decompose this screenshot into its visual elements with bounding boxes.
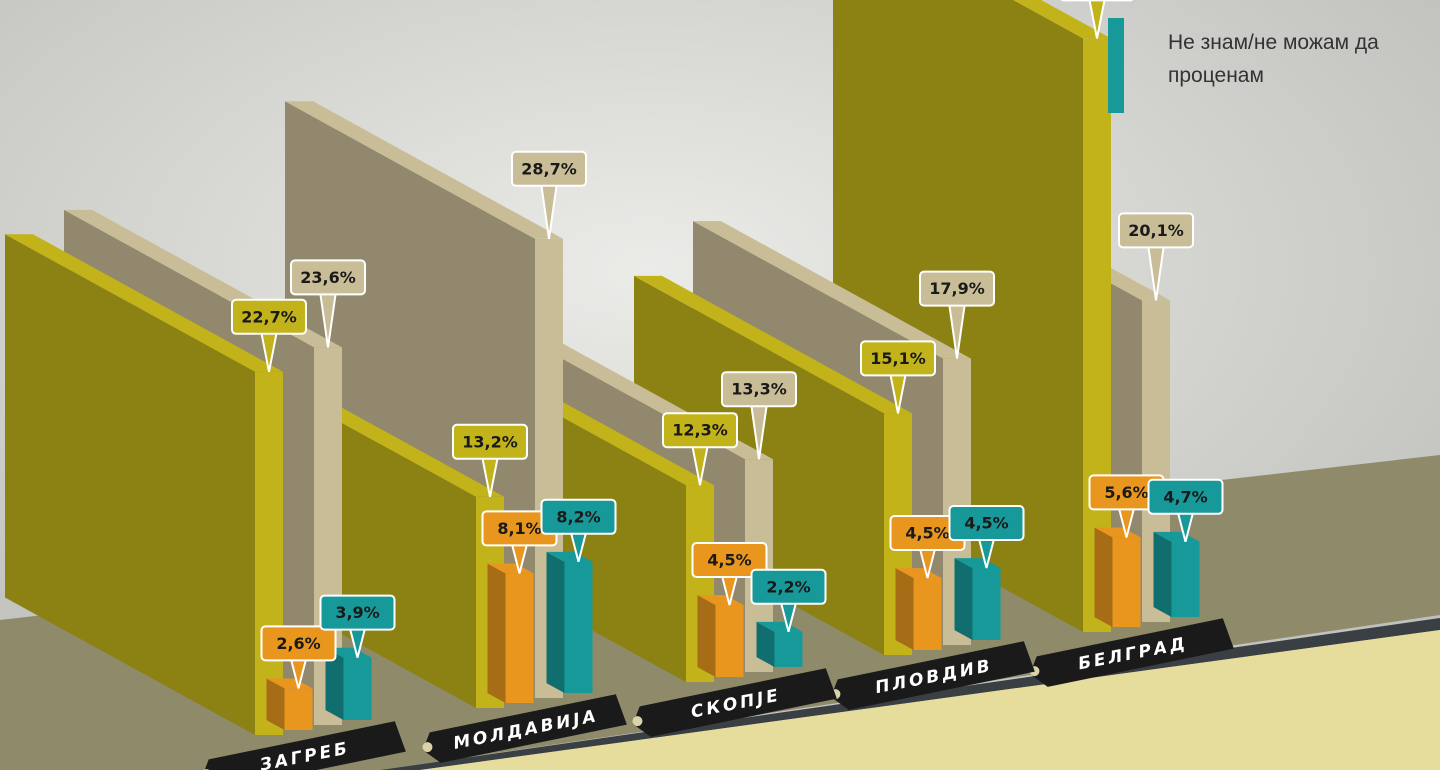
bar-side — [1154, 532, 1172, 617]
value-label: 20,1% — [1128, 221, 1184, 240]
bar — [775, 632, 803, 667]
value-label: 2,6% — [276, 634, 320, 653]
value-label: 2,2% — [766, 577, 810, 596]
bar — [506, 573, 534, 703]
value-label: 13,3% — [731, 380, 787, 399]
bar — [344, 658, 372, 720]
bar — [1113, 537, 1141, 627]
bar-side — [896, 568, 914, 650]
bar-side — [547, 552, 565, 693]
value-label: 22,7% — [241, 307, 297, 326]
value-label: 4,5% — [964, 514, 1008, 533]
value-label: 28,7% — [521, 159, 577, 178]
value-label: 5,6% — [1104, 483, 1148, 502]
bar-side — [488, 564, 506, 704]
value-label: 17,9% — [929, 279, 985, 298]
bar — [285, 688, 313, 730]
infographic: БЕЛГРАДПЛОВДИВСКОПЈЕМОЛДАВИЈАЗАГРЕБ 20,1… — [0, 0, 1440, 770]
value-label: 3,9% — [335, 603, 379, 622]
bar — [914, 578, 942, 650]
value-label: 4,5% — [905, 524, 949, 543]
value-label: 4,7% — [1163, 487, 1207, 506]
bar — [1172, 542, 1200, 617]
bar-side — [1095, 528, 1113, 628]
value-label: 23,6% — [300, 268, 356, 287]
bar — [973, 568, 1001, 640]
value-label: 4,5% — [707, 551, 751, 570]
value-label: 8,1% — [497, 519, 541, 538]
bar — [716, 605, 744, 677]
bar-side — [955, 558, 973, 640]
value-label: 15,1% — [870, 349, 926, 368]
value-label: 13,2% — [462, 432, 518, 451]
value-label: 8,2% — [556, 507, 600, 526]
legend-swatch — [1108, 18, 1124, 113]
bar-side — [698, 595, 716, 677]
bar — [565, 562, 593, 693]
legend: Не знам/не можам да проценам — [1108, 18, 1438, 118]
legend-label: Не знам/не можам да проценам — [1168, 26, 1438, 92]
value-label: 12,3% — [672, 421, 728, 440]
